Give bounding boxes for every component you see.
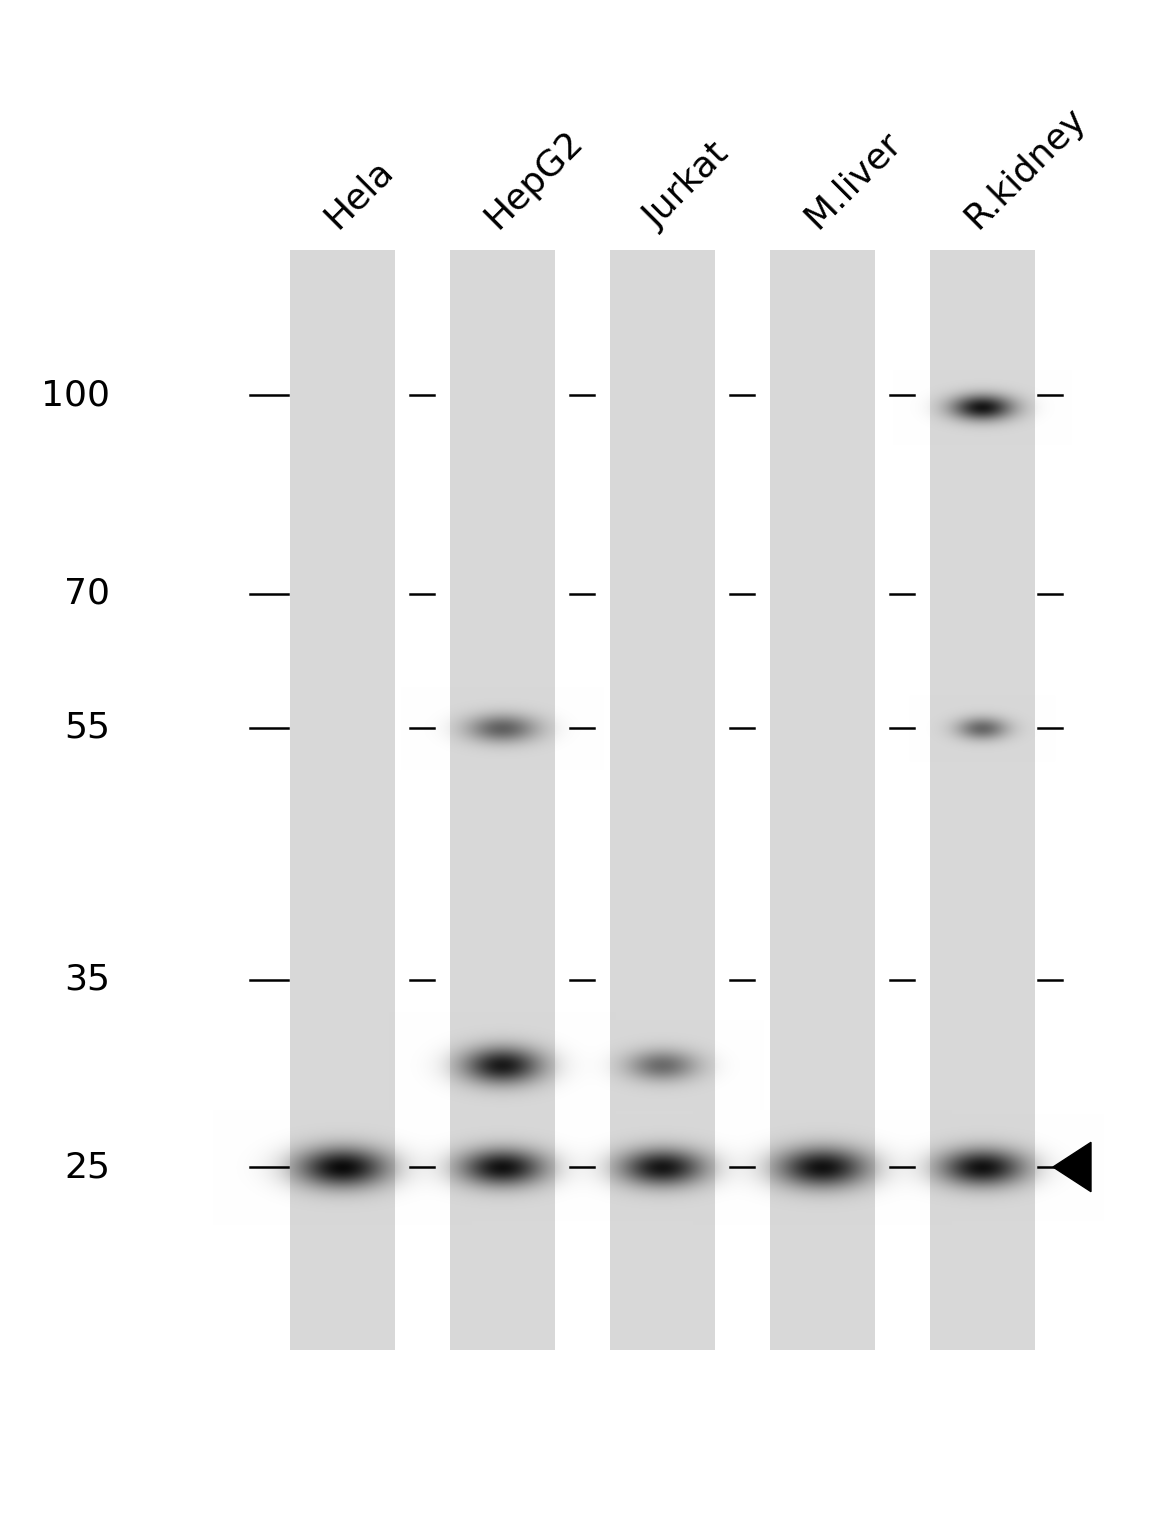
Text: M.liver: M.liver (798, 125, 908, 235)
Text: 70: 70 (64, 578, 110, 611)
Polygon shape (1053, 1143, 1090, 1192)
Text: Hela: Hela (318, 154, 400, 235)
Text: 100: 100 (41, 378, 110, 411)
Text: HepG2: HepG2 (478, 123, 589, 235)
Text: 25: 25 (64, 1151, 110, 1184)
Text: 55: 55 (64, 712, 110, 745)
Text: 35: 35 (64, 963, 110, 997)
Text: Jurkat: Jurkat (638, 137, 736, 235)
Text: R.kidney: R.kidney (958, 101, 1092, 235)
